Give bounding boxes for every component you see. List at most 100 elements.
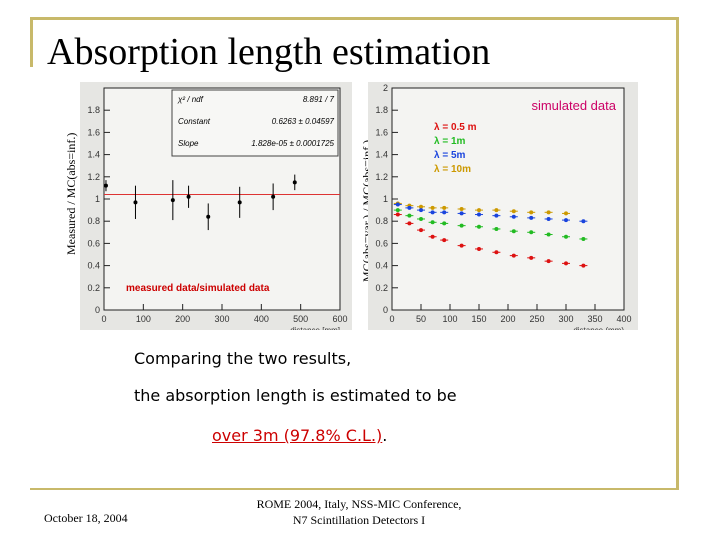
left-plot-ytick-label: 0.2: [87, 283, 100, 293]
series-point: [546, 210, 551, 215]
series-point: [395, 208, 400, 213]
stats-chi2-label: χ² / ndf: [177, 95, 204, 104]
right-plot-ytick-label: 2: [383, 83, 388, 93]
left-plot-ytick-label: 1: [95, 194, 100, 204]
right-plot-ytick-label: 0: [383, 305, 388, 315]
series-point: [529, 210, 534, 215]
series-point: [529, 255, 534, 260]
stats-slope-label: Slope: [178, 139, 199, 148]
left-plot-xtick-label: 500: [293, 314, 308, 324]
series-point: [419, 208, 423, 213]
left-plot-ytick-label: 1.8: [87, 105, 100, 115]
stats-chi2-value: 8.891 / 7: [303, 95, 335, 104]
left-plot-ylabel: Measured / MC(abs=inf.): [64, 132, 78, 255]
series-point: [511, 209, 516, 214]
right-plot-xtick-label: 300: [558, 314, 573, 324]
left-plot-xtick-label: 100: [136, 314, 151, 324]
series-point: [419, 204, 423, 209]
series-point: [564, 218, 568, 223]
legend-entry: λ = 10m: [434, 164, 471, 175]
series-point: [529, 215, 534, 220]
estimate-text: the absorption length is estimated to be: [134, 386, 457, 405]
series-point: [442, 221, 447, 226]
right-plot-ytick-label: 1.4: [375, 150, 388, 160]
comparison-text: Comparing the two results,: [134, 349, 352, 368]
series-point: [564, 234, 568, 239]
series-point: [459, 211, 464, 216]
right-plot-xtick-label: 350: [587, 314, 602, 324]
right-plot-ytick-label: 1.2: [375, 172, 388, 182]
series-point: [459, 206, 464, 211]
data-point: [170, 198, 175, 203]
series-point: [546, 259, 551, 264]
frame-top-bar: [30, 17, 678, 20]
left-plot-ytick-label: 1.4: [87, 150, 100, 160]
result-text: over 3m (97.8% C.L.): [212, 426, 383, 445]
right-plot: 0 0.2 0.4 0.6 0.8 1 1.2 1.4 1.6 1.8 2 0 50 100 150 200 2…: [368, 82, 638, 335]
right-plot-plot-area: [391, 87, 625, 311]
series-point: [395, 212, 400, 217]
right-plot-ytick-label: 0.2: [375, 283, 388, 293]
series-point: [477, 212, 481, 217]
right-plot-ytick-label: 0.4: [375, 261, 388, 271]
series-point: [494, 208, 499, 213]
legend-entry: λ = 1m: [434, 136, 466, 147]
series-point: [430, 210, 435, 215]
stats-constant-label: Constant: [178, 117, 211, 126]
series-point: [494, 250, 499, 255]
left-plot-ytick-label: 1.2: [87, 172, 100, 182]
right-plot-xlabel: distance (mm): [573, 326, 624, 330]
series-point: [419, 216, 423, 221]
frame-bottom-bar: [30, 488, 679, 490]
stats-box: [171, 89, 339, 157]
left-plot-ytick-label: 1.6: [87, 127, 100, 137]
left-plot-xtick-label: 0: [101, 314, 106, 324]
footer-conference-line1: ROME 2004, Italy, NSS-MIC Conference,: [256, 497, 462, 511]
series-point: [581, 236, 586, 241]
plot-annotation: simulated data: [531, 98, 616, 113]
right-plot-xtick-label: 100: [442, 314, 457, 324]
right-plot-xtick-label: 0: [389, 314, 394, 324]
left-plot-xtick-label: 600: [332, 314, 347, 324]
series-point: [511, 214, 516, 219]
frame-left-bar: [30, 17, 33, 67]
legend-entry: λ = 0.5 m: [434, 122, 477, 133]
stats-constant-value: 0.6263 ± 0.04597: [272, 117, 335, 126]
series-point: [459, 243, 464, 248]
series-point: [442, 210, 447, 215]
left-plot-xtick-label: 200: [175, 314, 190, 324]
footer-conference-line2: N7 Scintillation Detectors I: [292, 513, 426, 527]
series-point: [430, 234, 435, 239]
left-plot-ytick-label: 0.6: [87, 238, 100, 248]
right-plot-xtick-label: 250: [529, 314, 544, 324]
series-point: [419, 228, 423, 233]
slide-title: Absorption length estimation: [47, 31, 491, 73]
series-point: [529, 230, 534, 235]
data-point: [292, 180, 297, 185]
series-point: [581, 263, 586, 268]
series-point: [395, 202, 400, 207]
right-plot-xtick-label: 200: [500, 314, 515, 324]
right-plot-xtick-label: 50: [416, 314, 426, 324]
stats-slope-value: 1.828e-05 ± 0.0001725: [251, 139, 334, 148]
data-point: [133, 200, 138, 205]
data-point: [186, 194, 191, 199]
left-plot-xlabel: distance [mm]: [290, 326, 340, 330]
plot-annotation: measured data/simulated data: [126, 283, 270, 294]
left-plot-xtick-label: 400: [254, 314, 269, 324]
series-point: [442, 205, 447, 210]
series-point: [494, 213, 499, 218]
right-plot-ytick-label: 1.6: [375, 127, 388, 137]
result-period: .: [382, 426, 388, 445]
right-plot-svg: 0 0.2 0.4 0.6 0.8 1 1.2 1.4 1.6 1.8 2 0 50 100 150 200 2…: [368, 82, 638, 335]
frame-right-bar: [676, 17, 679, 489]
footer-conference: ROME 2004, Italy, NSS-MIC Conference, N7…: [254, 496, 464, 528]
right-plot-xtick-label: 150: [471, 314, 486, 324]
series-point: [564, 211, 568, 216]
data-point: [271, 194, 276, 199]
data-point: [206, 214, 211, 219]
data-point: [237, 200, 242, 205]
series-point: [477, 246, 481, 251]
series-point: [511, 253, 516, 258]
series-point: [494, 226, 499, 231]
